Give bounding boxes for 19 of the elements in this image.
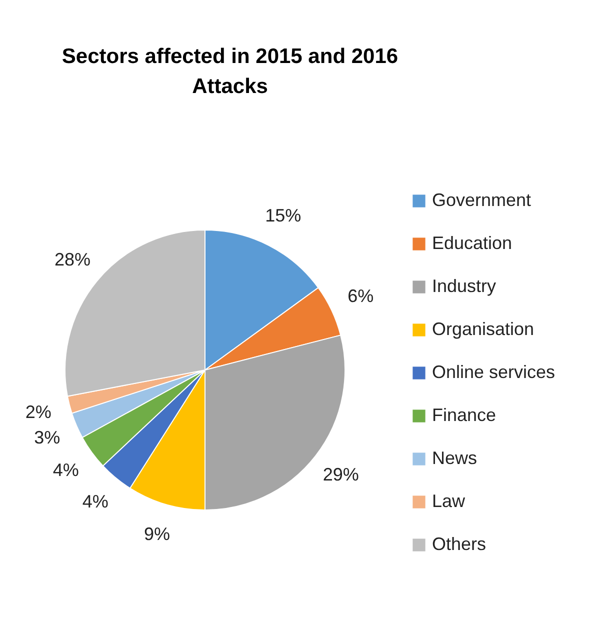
data-label: 4%: [82, 492, 108, 512]
chart-title: Sectors affected in 2015 and 2016 Attacks: [60, 44, 400, 100]
legend-label: Law: [432, 491, 466, 511]
legend-label: Organisation: [432, 319, 534, 339]
legend-label: Finance: [432, 405, 496, 425]
data-label: 6%: [348, 286, 374, 306]
legend-label: Education: [432, 233, 512, 253]
data-label: 3%: [34, 427, 60, 448]
legend-label: Government: [432, 190, 532, 210]
legend-label: Online services: [432, 362, 556, 382]
data-label: 29%: [322, 464, 359, 484]
data-label: 2%: [25, 402, 52, 422]
data-label: 28%: [54, 249, 90, 270]
data-label: 9%: [144, 524, 170, 544]
legend-label: News: [432, 448, 478, 468]
legend-label: Industry: [432, 276, 496, 296]
legend-label: Others: [432, 534, 486, 554]
data-label: 15%: [265, 206, 302, 226]
data-label: 4%: [52, 460, 79, 480]
